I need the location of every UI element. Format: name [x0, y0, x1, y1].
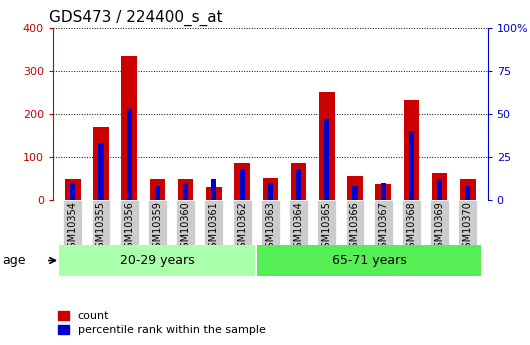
Bar [148, 200, 167, 245]
Text: GSM10354: GSM10354 [68, 201, 78, 254]
Text: GSM10365: GSM10365 [322, 201, 332, 254]
Bar [99, 143, 103, 200]
Bar [437, 179, 442, 200]
Bar [176, 200, 195, 245]
Bar [465, 186, 471, 200]
Bar [319, 92, 334, 200]
Bar [120, 200, 139, 245]
Text: GSM10355: GSM10355 [96, 201, 106, 255]
Bar [183, 183, 188, 200]
Bar [291, 164, 306, 200]
Text: GSM10366: GSM10366 [350, 201, 360, 254]
Bar [63, 200, 82, 245]
Bar [70, 183, 75, 200]
Legend: count, percentile rank within the sample: count, percentile rank within the sample [53, 306, 270, 339]
Bar [268, 183, 273, 200]
Bar [374, 200, 393, 245]
Bar [324, 119, 329, 200]
Text: 65-71 years: 65-71 years [332, 254, 407, 267]
Bar [375, 184, 391, 200]
Bar [460, 179, 475, 200]
Bar [257, 245, 481, 276]
Bar [211, 179, 216, 200]
Text: GSM10370: GSM10370 [463, 201, 473, 254]
Bar [261, 200, 280, 245]
Bar [149, 179, 165, 200]
Bar [346, 200, 365, 245]
Bar [240, 169, 245, 200]
Bar [233, 200, 252, 245]
Bar [430, 200, 449, 245]
Bar [93, 127, 109, 200]
Text: GSM10361: GSM10361 [209, 201, 219, 254]
Text: GSM10364: GSM10364 [294, 201, 304, 254]
Bar [92, 200, 110, 245]
Bar [289, 200, 308, 245]
Bar [65, 179, 81, 200]
Text: GSM10360: GSM10360 [181, 201, 191, 254]
Bar [458, 200, 478, 245]
Text: age: age [3, 254, 26, 267]
Text: GSM10369: GSM10369 [435, 201, 445, 254]
Text: GSM10359: GSM10359 [153, 201, 162, 254]
Bar [381, 183, 386, 200]
Text: GSM10362: GSM10362 [237, 201, 247, 254]
Bar [404, 100, 419, 200]
Bar [352, 186, 358, 200]
Bar [402, 200, 421, 245]
Bar [155, 186, 160, 200]
Text: GSM10356: GSM10356 [124, 201, 134, 254]
Bar [178, 179, 193, 200]
Bar [127, 109, 132, 200]
Text: GSM10367: GSM10367 [378, 201, 388, 254]
Bar [59, 245, 255, 276]
Bar [121, 56, 137, 200]
Bar [347, 176, 363, 200]
Text: GSM10363: GSM10363 [266, 201, 275, 254]
Text: GSM10368: GSM10368 [407, 201, 417, 254]
Bar [234, 164, 250, 200]
Bar [432, 173, 447, 200]
Text: GDS473 / 224400_s_at: GDS473 / 224400_s_at [49, 10, 222, 26]
Bar [206, 187, 222, 200]
Bar [262, 178, 278, 200]
Text: 20-29 years: 20-29 years [120, 254, 195, 267]
Bar [296, 169, 301, 200]
Bar [205, 200, 223, 245]
Bar [317, 200, 336, 245]
Bar [409, 131, 414, 200]
